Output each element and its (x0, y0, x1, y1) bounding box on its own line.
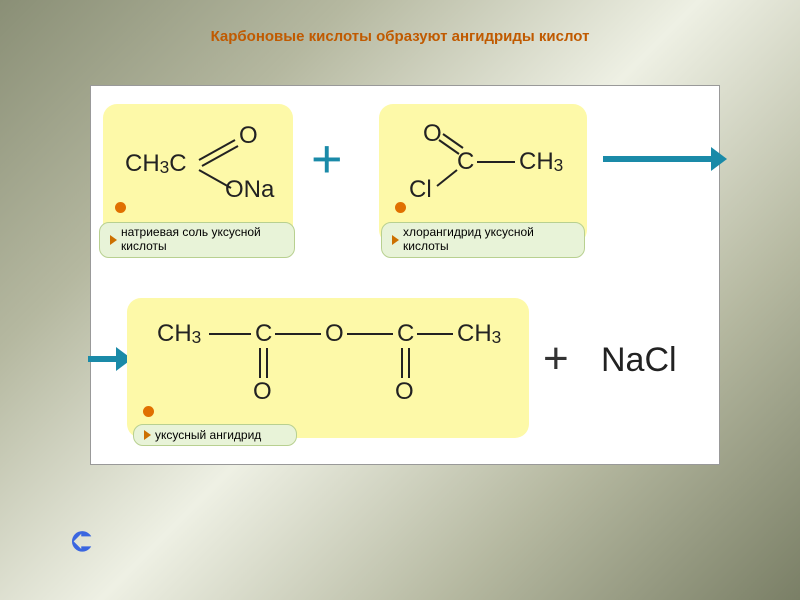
reactant-1-label: натриевая соль уксусной кислоты (99, 222, 295, 258)
chevron-right-icon (110, 235, 117, 245)
reactant-1-box: CH3C O ONa натриевая соль уксусной кисло… (103, 104, 293, 244)
label-text: натриевая соль уксусной кислоты (121, 226, 284, 254)
product-nacl: NaCl (601, 341, 677, 380)
reactant-2-label: хлорангидрид уксусной кислоты (381, 222, 585, 258)
plus-icon: + (543, 334, 569, 384)
product-label: уксусный ангидрид (133, 424, 297, 446)
bond-svg (103, 104, 293, 224)
chevron-right-icon (144, 430, 151, 440)
arrow-icon (88, 356, 118, 362)
label-text: хлорангидрид уксусной кислоты (403, 226, 574, 254)
plus-icon: + (311, 128, 343, 190)
reactant-2-box: O C Cl CH3 хлорангидрид уксусной кислоты (379, 104, 587, 244)
bond-svg (379, 104, 587, 224)
arrow-head-icon (711, 147, 727, 171)
arrow-icon (603, 156, 713, 162)
chevron-right-icon (392, 235, 399, 245)
page-title: Карбоновые кислоты образуют ангидриды ки… (0, 28, 800, 45)
back-arrow-icon[interactable]: ➲ (68, 520, 97, 560)
label-text: уксусный ангидрид (155, 428, 261, 442)
reaction-panel: CH3C O ONa натриевая соль уксусной кисло… (90, 85, 720, 465)
bond-svg (127, 298, 529, 428)
product-box: CH3 C O C CH3 O O уксусный ангидрид (127, 298, 529, 438)
